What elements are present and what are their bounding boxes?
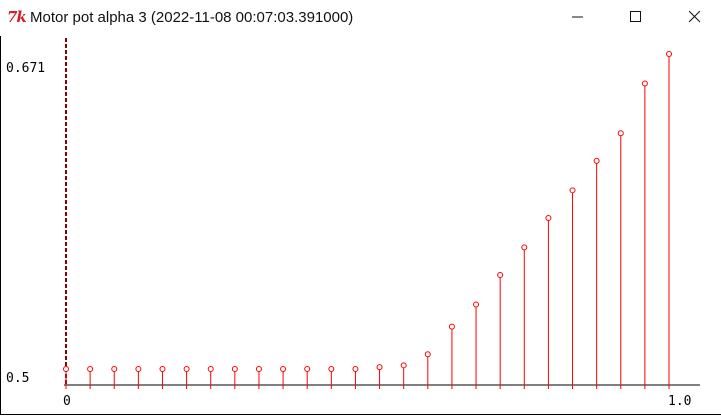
data-point	[255, 366, 262, 372]
data-point	[497, 272, 504, 279]
data-point	[400, 362, 407, 369]
data-point	[135, 366, 142, 372]
minimize-icon	[572, 16, 583, 18]
x-tick-label-left: 0	[63, 394, 71, 409]
data-point	[63, 366, 69, 372]
data-point	[328, 366, 335, 372]
y-tick-label-top: 0.671	[6, 61, 46, 76]
data-point	[231, 366, 238, 372]
maximize-icon	[630, 11, 641, 22]
stem-chart	[63, 38, 700, 389]
close-icon	[689, 11, 701, 23]
y-tick-label-bottom: 0.5	[6, 371, 30, 386]
data-point	[304, 366, 311, 372]
data-point	[569, 187, 576, 194]
close-button[interactable]	[672, 0, 718, 34]
data-point	[159, 366, 166, 372]
data-point	[666, 51, 672, 57]
canvas-left-edge	[0, 36, 1, 415]
data-point	[280, 366, 287, 372]
x-tick-label-right: 1.0	[668, 394, 692, 409]
stem-series	[63, 51, 672, 389]
plot-canvas[interactable]	[0, 36, 721, 415]
window-title: Motor pot alpha 3 (2022-11-08 00:07:03.3…	[30, 9, 354, 26]
data-point	[521, 244, 528, 251]
data-point	[473, 301, 480, 308]
data-point	[87, 366, 94, 372]
title-bar: 7k Motor pot alpha 3 (2022-11-08 00:07:0…	[0, 0, 721, 36]
data-point	[448, 323, 455, 330]
data-point	[207, 366, 214, 372]
data-point	[352, 366, 359, 372]
data-point	[617, 130, 624, 137]
data-point	[183, 366, 190, 372]
minimize-button[interactable]	[555, 0, 601, 34]
tk-feather-icon: 7k	[7, 8, 27, 26]
data-point	[593, 157, 600, 164]
data-point	[545, 214, 552, 221]
data-point	[424, 351, 431, 358]
data-point	[641, 80, 648, 87]
data-point	[111, 366, 118, 372]
maximize-button[interactable]	[613, 0, 659, 34]
data-point	[376, 364, 383, 371]
